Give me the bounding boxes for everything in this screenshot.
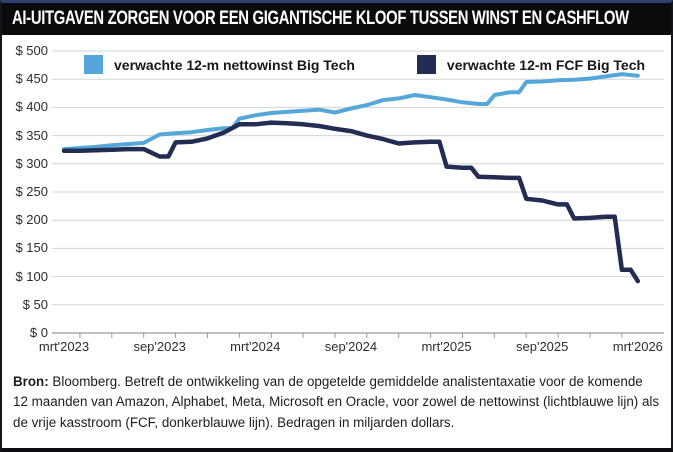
source-label: Bron: [13, 374, 49, 389]
legend-swatch-fcf [416, 55, 436, 74]
y-axis-label: $ 300 [15, 155, 48, 171]
source-text: Bloomberg. Betreft de ontwikkeling van d… [13, 374, 660, 430]
x-axis-label: mrt'2023 [38, 339, 90, 354]
source-note: Bron: Bloomberg. Betreft de ontwikkeling… [2, 365, 671, 448]
y-axis-label: $ 0 [29, 325, 48, 340]
y-axis-label: $ 400 [15, 99, 48, 115]
x-axis-label: sep'2025 [516, 339, 569, 354]
legend-swatch-nettowinst [84, 55, 103, 74]
x-axis-label: sep'2023 [133, 339, 186, 354]
title-bar: AI-UITGAVEN ZORGEN VOOR EEN GIGANTISCHE … [2, 3, 671, 35]
legend-item-fcf: verwachte 12-m FCF Big Tech [416, 55, 646, 74]
legend: verwachte 12-m nettowinst Big Tech verwa… [84, 55, 645, 74]
y-axis-label: $ 350 [15, 127, 48, 143]
x-axis-label: mrt'2025 [421, 339, 472, 354]
series-line-nettowinst [62, 72, 640, 152]
y-axis-label: $ 250 [15, 184, 48, 199]
legend-item-nettowinst: verwachte 12-m nettowinst Big Tech [84, 55, 355, 74]
chart-title: AI-UITGAVEN ZORGEN VOOR EEN GIGANTISCHE … [12, 8, 629, 29]
legend-label-nettowinst: verwachte 12-m nettowinst Big Tech [114, 56, 355, 73]
x-axis-label: sep'2024 [324, 339, 378, 354]
y-axis-label: $ 450 [15, 71, 48, 87]
chart-area: verwachte 12-m nettowinst Big Tech verwa… [2, 35, 671, 365]
y-axis-label: $ 200 [15, 212, 48, 228]
x-axis-label: mrt'2026 [612, 339, 663, 354]
y-axis-label: $ 100 [15, 268, 48, 284]
y-axis-label: $ 50 [22, 296, 48, 312]
chart-plot [52, 50, 664, 338]
series-line-fcf [61, 120, 641, 284]
legend-label-fcf: verwachte 12-m FCF Big Tech [446, 56, 646, 73]
y-axis-label: $ 500 [15, 43, 48, 58]
y-axis-label: $ 150 [15, 240, 48, 256]
x-axis-label: mrt'2024 [230, 339, 281, 354]
